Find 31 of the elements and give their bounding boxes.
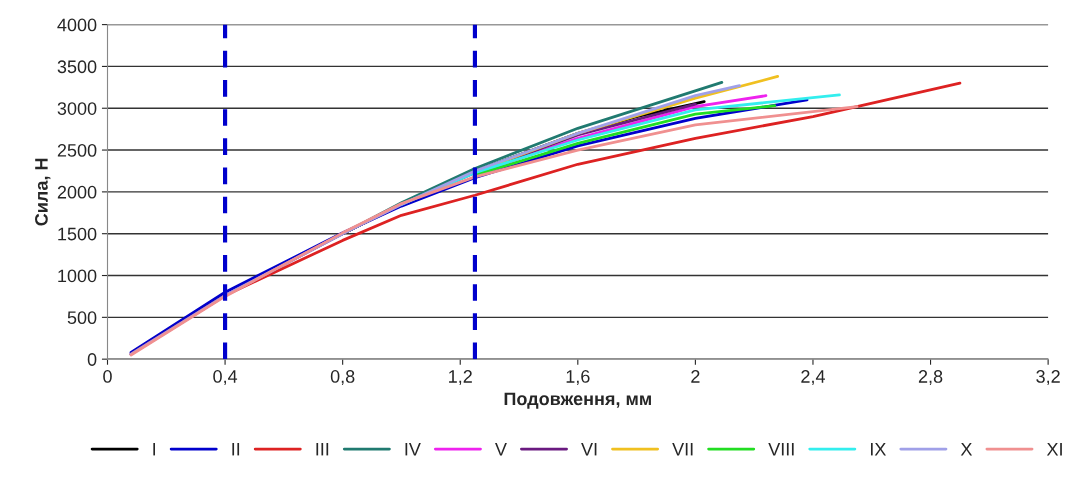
y-tick-label: 3000	[57, 102, 97, 115]
legend-label: VII	[672, 442, 693, 456]
x-tick-label: 2,8	[918, 370, 943, 385]
legend-label: I	[153, 442, 156, 456]
legend-label: X	[960, 442, 973, 456]
y-axis-title: Сила, Н	[35, 158, 51, 226]
y-tick-label: 1500	[58, 227, 97, 241]
x-tick-label: 3,2	[1036, 370, 1060, 385]
y-tick-label: 0	[87, 353, 97, 366]
x-tick-label: 0,4	[213, 370, 238, 385]
x-tick-label: 0,8	[330, 370, 355, 385]
y-tick-label: 2000	[57, 185, 97, 199]
legend-label: IX	[870, 442, 886, 456]
y-tick-label: 3500	[57, 60, 97, 74]
legend-label: VIII	[768, 442, 794, 456]
legend-label: VI	[581, 442, 597, 456]
legend-label: III	[316, 442, 329, 456]
x-tick-label: 1,6	[566, 370, 590, 385]
legend-label: V	[495, 442, 507, 456]
x-tick-label: 0	[103, 370, 112, 383]
x-axis-title: Подовження, мм	[504, 392, 651, 409]
legend-label: II	[232, 442, 240, 456]
legend-label: XI	[1046, 442, 1062, 456]
legend-label: IV	[405, 442, 421, 456]
y-tick-label: 500	[67, 311, 97, 325]
x-tick-label: 2,4	[801, 370, 825, 385]
x-tick-label: 2	[691, 370, 700, 383]
y-tick-label: 2500	[57, 143, 97, 157]
y-tick-label: 1000	[58, 269, 97, 283]
y-tick-label: 4000	[57, 18, 97, 32]
x-tick-label: 1,2	[449, 370, 472, 385]
